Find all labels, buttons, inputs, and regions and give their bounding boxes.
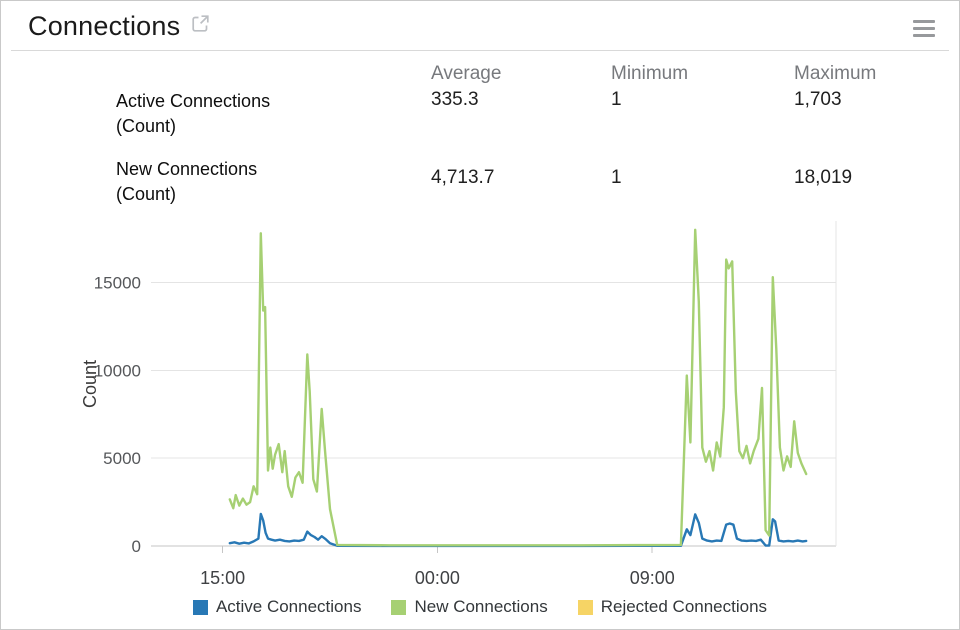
stat-new-minimum: 1 [611, 167, 622, 188]
stat-active-average: 335.3 [431, 89, 479, 110]
legend-label-new-connections: New Connections [414, 597, 548, 616]
connections-chart: 0 5000 10000 15000 15:00 00:00 09:00 Count [80, 221, 837, 588]
stat-new-average: 4,713.7 [431, 167, 495, 188]
chart-legend: Active Connections New Connections Rejec… [1, 597, 959, 617]
title-wrap: Connections [28, 11, 211, 42]
svg-text:0: 0 [132, 537, 141, 556]
stat-active-maximum: 1,703 [794, 89, 842, 110]
legend-item-rejected-connections[interactable]: Rejected Connections [577, 597, 768, 617]
svg-text:00:00: 00:00 [415, 568, 460, 588]
legend-label-active-connections: Active Connections [215, 597, 362, 616]
stats-column-maximum: Maximum [794, 63, 877, 84]
svg-text:5000: 5000 [103, 449, 141, 468]
external-link-icon[interactable] [190, 13, 211, 39]
stats-row-label-line2: (Count) [116, 116, 177, 137]
legend-swatch-active-connections [192, 599, 208, 615]
stats-table: Average Minimum Maximum Active Connectio… [1, 51, 959, 213]
stats-row-label-line1: Active Connections [116, 91, 271, 111]
stats-row-label-active-connections: Active Connections (Count) [116, 89, 431, 157]
legend-label-rejected-connections: Rejected Connections [600, 597, 768, 616]
legend-swatch-rejected-connections [577, 599, 593, 615]
legend-item-active-connections[interactable]: Active Connections [192, 597, 362, 617]
svg-text:15000: 15000 [94, 273, 141, 292]
chart-area: 0 5000 10000 15000 15:00 00:00 09:00 Count [1, 213, 959, 593]
stats-corner-spacer [116, 63, 431, 89]
stat-new-maximum: 18,019 [794, 167, 853, 188]
stats-column-average: Average [431, 63, 502, 84]
stat-active-minimum: 1 [611, 89, 622, 110]
svg-text:Count: Count [80, 360, 100, 408]
stats-row-label-new-connections: New Connections (Count) [116, 157, 431, 213]
stats-column-minimum: Minimum [611, 63, 689, 84]
legend-swatch-new-connections [391, 599, 407, 615]
stats-row-label-line2: (Count) [116, 184, 177, 205]
page-title: Connections [28, 11, 181, 41]
widget-header: Connections [11, 1, 949, 51]
svg-text:10000: 10000 [94, 361, 141, 380]
legend-item-new-connections[interactable]: New Connections [391, 597, 548, 617]
stats-row-label-line1: New Connections [116, 159, 258, 179]
svg-text:15:00: 15:00 [200, 568, 245, 588]
svg-text:09:00: 09:00 [630, 568, 675, 588]
hamburger-menu-icon[interactable] [913, 11, 939, 37]
